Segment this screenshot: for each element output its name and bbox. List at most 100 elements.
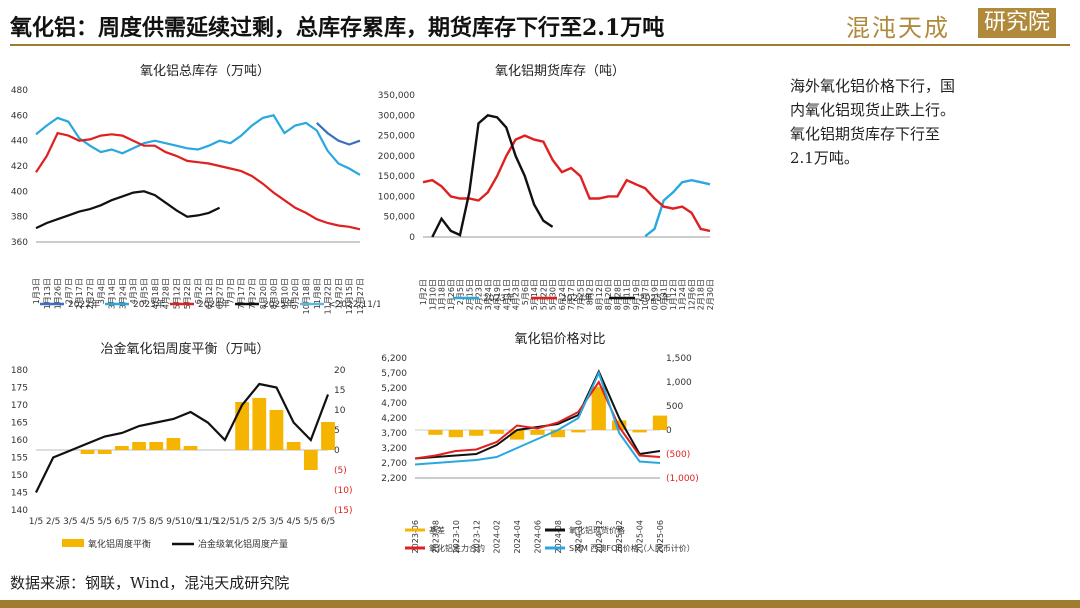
x-tick-label: 2023-12 — [472, 520, 481, 553]
x-tick-label: 5/5 — [97, 517, 111, 527]
y-tick-label: 440 — [11, 137, 28, 147]
y-tick-label: 165 — [11, 419, 28, 429]
x-tick-label: 12/5 — [215, 517, 235, 527]
legend-label: 2023年 — [483, 292, 515, 304]
x-tick-label: 12月15日 — [345, 278, 354, 314]
y2-tick-label: 1,500 — [666, 354, 692, 364]
x-tick-label: 12月18日 — [697, 279, 706, 310]
y2-tick-label: (5) — [334, 466, 347, 476]
basis-bar — [448, 430, 463, 438]
x-tick-label: 11月12日 — [669, 279, 678, 310]
x-tick-label: 1月2日 — [419, 279, 428, 305]
x-tick-label: 5月12日 — [172, 278, 181, 309]
x-tick-label: 12月27日 — [356, 278, 365, 314]
x-tick-label: 3月14日 — [108, 278, 117, 309]
y-tick-label: 350,000 — [378, 91, 415, 101]
y-tick-label: 460 — [11, 111, 28, 121]
logo-box: 研究院 — [977, 8, 1056, 38]
basis-bar — [489, 430, 504, 434]
y-tick-label: 200,000 — [378, 152, 415, 162]
series-line — [35, 131, 361, 231]
legend-label: 2024年 — [561, 292, 593, 304]
x-tick-label: 1月10日 — [428, 279, 437, 310]
x-tick-label: 5月22日 — [539, 279, 548, 310]
y-tick-label: 420 — [11, 162, 28, 172]
chart-price-comparison: 6,200 5,700 5,200 4,700 4,200 3,700 3,200 2,700… — [381, 354, 699, 553]
x-tick-label: 2月23日 — [475, 279, 484, 310]
x-tick-label: 12月30日 — [706, 279, 715, 310]
x-tick-label: 4月11日 — [502, 279, 511, 310]
y2-tick-label: 0 — [666, 426, 672, 436]
x-tick-label: 8月12日 — [595, 279, 604, 310]
page-title: 氧化铝：周度供需延续过剩，总库存累库，期货库存下行至2.1万吨 — [10, 15, 665, 41]
x-tick-label: 2024-10 — [574, 520, 583, 553]
x-tick-label: 9/5 — [166, 517, 180, 527]
y-tick-label: 4,200 — [381, 414, 407, 424]
price-line — [414, 379, 661, 460]
bottom-bar — [0, 600, 1080, 608]
data-source: 数据来源：钢联，Wind，混沌天成研究院 — [10, 574, 290, 592]
x-tick-label: 5/5 — [304, 517, 318, 527]
price-line — [414, 370, 661, 466]
x-tick-label: 5月6日 — [521, 279, 530, 305]
x-tick-label: 2025-06 — [656, 520, 665, 553]
legend-label: 基差 — [429, 525, 445, 535]
basis-bar — [652, 415, 668, 430]
basis-bar — [428, 430, 443, 435]
logo-text: 混沌天成 — [846, 14, 950, 42]
y-tick-label: 100,000 — [378, 192, 415, 202]
y-tick-label: 160 — [11, 436, 28, 446]
x-tick-label: 2月17日 — [75, 278, 84, 309]
x-tick-label: 9月11日 — [623, 279, 632, 310]
x-tick-label: 1月26日 — [447, 279, 456, 310]
series-line — [431, 114, 554, 238]
x-tick-label: 7月17日 — [567, 279, 576, 310]
balance-bar — [235, 402, 249, 450]
legend-label: 氧化铝主力合约 — [429, 543, 485, 553]
x-tick-label: 8月30日 — [270, 278, 279, 309]
x-tick-label: 3/5 — [269, 517, 283, 527]
x-tick-label: 8月20日 — [604, 279, 613, 310]
x-tick-label: 7月25日 — [576, 279, 585, 310]
balance-bar — [183, 446, 198, 450]
x-tick-label: 2024-02 — [493, 520, 502, 553]
legend-label: 2024年 — [198, 298, 230, 310]
basis-bar — [530, 430, 545, 435]
balance-bar — [115, 446, 129, 450]
x-tick-label: 6月24日 — [558, 279, 567, 310]
basis-bar — [550, 430, 566, 438]
x-tick-label: 6/5 — [321, 517, 335, 527]
x-tick-label: 2月5日 — [456, 279, 465, 305]
x-tick-label: 4月18日 — [151, 278, 160, 309]
y2-tick-label: 15 — [334, 386, 345, 396]
x-tick-label: 4月28日 — [162, 278, 171, 309]
x-tick-label: 2/5 — [46, 517, 60, 527]
x-tick-label: 2月7日 — [64, 278, 73, 304]
balance-bar — [80, 450, 95, 454]
y-tick-label: 140 — [11, 506, 28, 516]
y-tick-label: 3,200 — [381, 444, 407, 454]
basis-bar — [509, 430, 525, 440]
x-tick-label: 9月10日 — [280, 278, 289, 309]
y2-tick-label: (10) — [334, 486, 352, 496]
y-tick-label: 50,000 — [384, 213, 416, 223]
x-tick-label: 2024-06 — [534, 520, 543, 553]
legend-label: 2022年 — [68, 298, 100, 310]
price-line — [414, 369, 661, 460]
x-tick-label: 11/5 — [198, 517, 218, 527]
balance-bar — [97, 450, 112, 454]
x-tick-label: 2/5 — [252, 517, 266, 527]
x-tick-label: 2023-10 — [452, 520, 461, 553]
brand-logo: 混沌天成 研究院 — [846, 8, 1056, 42]
legend-label: SMM 西澳FOB价格（人民币计价） — [569, 543, 695, 553]
x-tick-label: 11月24日 — [678, 279, 687, 310]
x-tick-label: 6月12日 — [205, 278, 214, 309]
y2-tick-label: (1,000) — [666, 474, 699, 484]
x-tick-label: 2024-08 — [554, 520, 563, 553]
y-tick-label: 145 — [11, 489, 28, 499]
x-tick-label: 10月18日 — [302, 278, 311, 314]
x-tick-label: 8月28日 — [613, 279, 622, 310]
x-tick-label: 3月24日 — [484, 279, 493, 310]
y-tick-label: 5,700 — [381, 369, 407, 379]
